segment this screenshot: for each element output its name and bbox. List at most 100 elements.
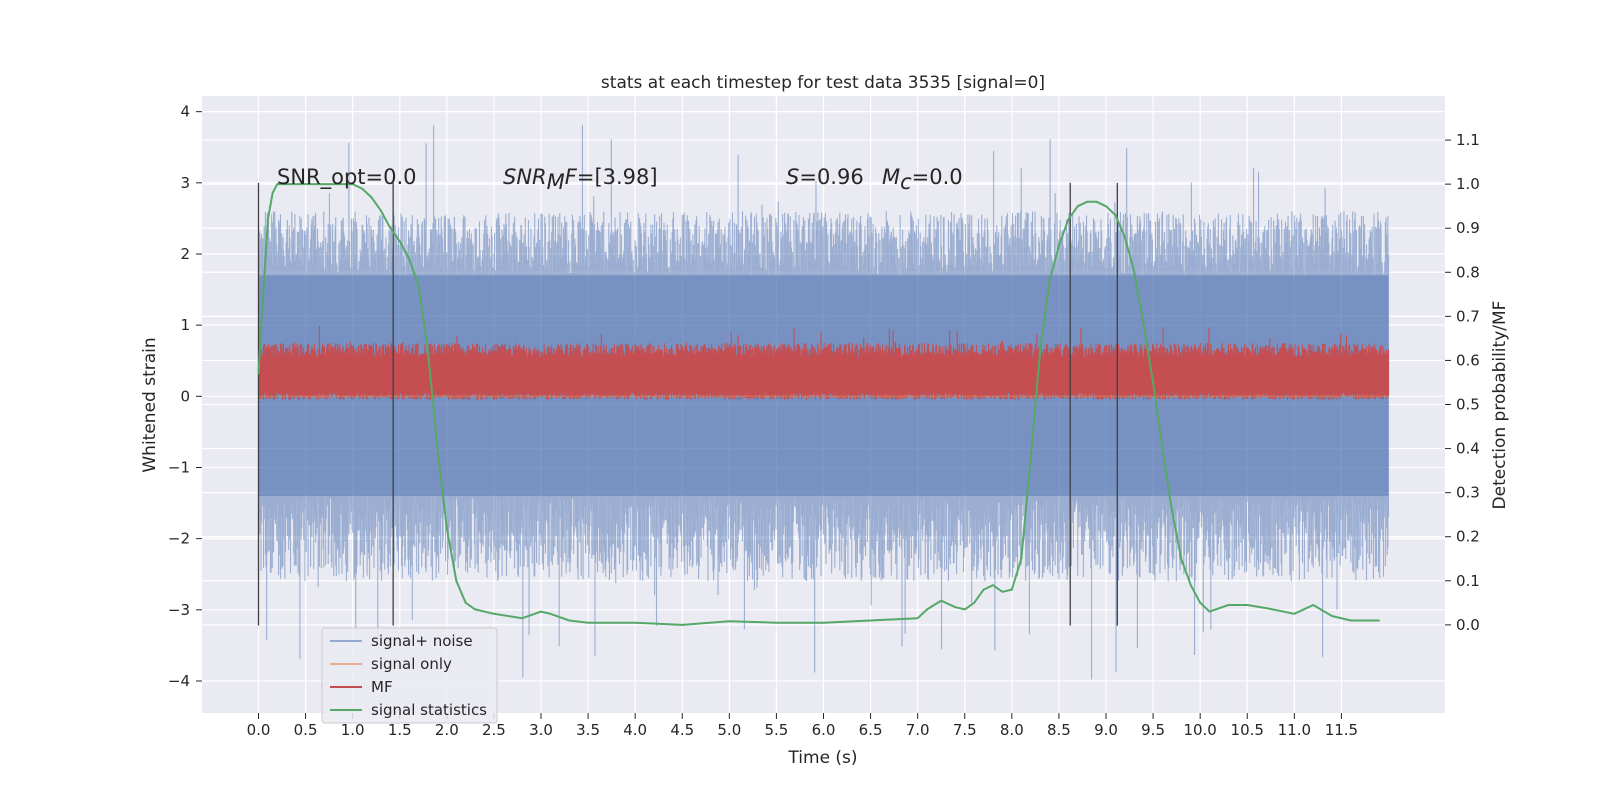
signal-statistics-point <box>728 620 730 622</box>
x-tick-label: 3.5 <box>576 721 600 739</box>
signal-statistics-point <box>1180 558 1182 560</box>
signal-statistics-point <box>1171 509 1173 511</box>
x-tick-label: 6.5 <box>859 721 883 739</box>
x-tick-label: 7.0 <box>906 721 930 739</box>
left-tick-label: −2 <box>168 530 190 548</box>
right-tick-label: 0.0 <box>1456 616 1480 634</box>
x-tick-label: 7.5 <box>953 721 977 739</box>
chart: 0.0 0.5 1.0 1.5 2.0 2.5 3.0 3.5 4.0 4.5 5.0 5.5 6.0 6… <box>0 0 1600 800</box>
signal-statistics-point <box>1020 558 1022 560</box>
x-tick-label: 4.0 <box>623 721 647 739</box>
signal-statistics-point <box>1011 589 1013 591</box>
x-tick-label: 1.5 <box>388 721 412 739</box>
s-symbol: S <box>786 165 799 189</box>
x-tick-label: 10.5 <box>1231 721 1264 739</box>
legend-label-signal-only: signal only <box>371 655 452 673</box>
signal-statistics-point <box>1077 205 1079 207</box>
signal-statistics-point <box>408 258 410 260</box>
x-tick-label: 4.5 <box>670 721 694 739</box>
signal-statistics-point <box>262 293 264 295</box>
signal-statistics-point <box>1350 620 1352 622</box>
signal-statistics-point <box>474 609 476 611</box>
chart-title: stats at each timestep for test data 353… <box>601 73 1045 93</box>
signal-statistics-point <box>681 624 683 626</box>
left-tick-label: −3 <box>168 601 190 619</box>
signal-statistics-point <box>465 602 467 604</box>
signal-statistics-point <box>540 611 542 613</box>
x-tick-label: 5.0 <box>717 721 741 739</box>
x-tick-label: 2.5 <box>482 721 506 739</box>
signal-statistics-point <box>1293 613 1295 615</box>
signal-statistics-point <box>258 373 260 375</box>
signal-statistics-point <box>940 600 942 602</box>
left-axis-label: Whitened strain <box>140 337 160 472</box>
signal-statistics-point <box>568 620 570 622</box>
left-tick-label: 1 <box>180 316 190 334</box>
signal-statistics-point <box>1143 324 1145 326</box>
signal-statistics-point <box>964 609 966 611</box>
left-axis-ticks: 4 3 2 1 0 −1 −2 −3 −4 <box>168 103 202 690</box>
snr-mf-symbol-f: F <box>565 165 578 189</box>
signal-statistics-point <box>1162 448 1164 450</box>
right-tick-label: 1.1 <box>1456 131 1480 149</box>
right-tick-label: 0.4 <box>1456 440 1480 458</box>
right-tick-label: 0.1 <box>1456 572 1480 590</box>
signal-statistics-point <box>1152 382 1154 384</box>
signal-statistics-point <box>1105 205 1107 207</box>
left-tick-label: 4 <box>180 103 190 121</box>
signal-statistics-point <box>1228 604 1230 606</box>
x-tick-label: 1.0 <box>341 721 365 739</box>
snr-mf-symbol: SNR <box>503 165 547 189</box>
signal-statistics-point <box>1002 591 1004 593</box>
x-tick-label: 9.0 <box>1094 721 1118 739</box>
signal-statistics-point <box>1265 607 1267 609</box>
x-tick-label: 3.0 <box>529 721 553 739</box>
signal-statistics-point <box>1209 611 1211 613</box>
signal-statistics-point <box>521 617 523 619</box>
signal-statistics-point <box>1312 604 1314 606</box>
right-axis-ticks: 0.00.10.20.30.40.50.60.70.80.91.01.1 <box>1445 131 1480 634</box>
signal-statistics-point <box>1115 214 1117 216</box>
right-tick-label: 1.0 <box>1456 175 1480 193</box>
signal-statistics-point <box>437 448 439 450</box>
signal-statistics-point <box>455 580 457 582</box>
x-tick-label: 11.5 <box>1325 721 1358 739</box>
right-tick-label: 0.7 <box>1456 307 1480 325</box>
signal-statistics-point <box>1030 456 1032 458</box>
x-axis-label: Time (s) <box>787 748 857 768</box>
snr-opt-annotation: SNR_opt=0.0 <box>277 165 417 190</box>
s-value: =0.96 <box>799 165 863 189</box>
signal-statistics-point <box>493 613 495 615</box>
signal-statistics-point <box>992 584 994 586</box>
right-tick-label: 0.5 <box>1456 396 1480 414</box>
left-tick-label: −4 <box>168 672 190 690</box>
signal-statistics-point <box>634 622 636 624</box>
legend: signal+ noise signal only MF signal stat… <box>322 628 497 723</box>
left-tick-label: 3 <box>180 174 190 192</box>
signal-statistics-point <box>1067 219 1069 221</box>
x-tick-label: 10.0 <box>1183 721 1216 739</box>
right-tick-label: 0.3 <box>1456 484 1480 502</box>
right-tick-label: 0.6 <box>1456 351 1480 369</box>
left-tick-label: 0 <box>180 387 190 405</box>
signal-statistics-point <box>1133 271 1135 273</box>
mc-symbol: M <box>882 165 900 189</box>
x-tick-label: 8.5 <box>1047 721 1071 739</box>
signal-statistics-point <box>1378 620 1380 622</box>
signal-statistics-point <box>1058 245 1060 247</box>
signal-statistics-point <box>776 622 778 624</box>
right-tick-label: 0.9 <box>1456 219 1480 237</box>
snr-mf-value: =[3.98] <box>577 165 658 189</box>
legend-label-signal-noise: signal+ noise <box>371 632 473 650</box>
signal-statistics-point <box>550 613 552 615</box>
signal-statistics-point <box>272 192 274 194</box>
signal-statistics-point <box>446 527 448 529</box>
signal-statistics-point <box>399 241 401 243</box>
x-tick-label: 0.0 <box>247 721 271 739</box>
signal-statistics-point <box>389 227 391 229</box>
x-tick-label: 8.0 <box>1000 721 1024 739</box>
legend-label-signal-statistics: signal statistics <box>371 701 487 719</box>
signal-statistics-point <box>267 219 269 221</box>
s-annotation: S=0.96 <box>786 165 864 189</box>
signal-statistics-point <box>1049 280 1051 282</box>
